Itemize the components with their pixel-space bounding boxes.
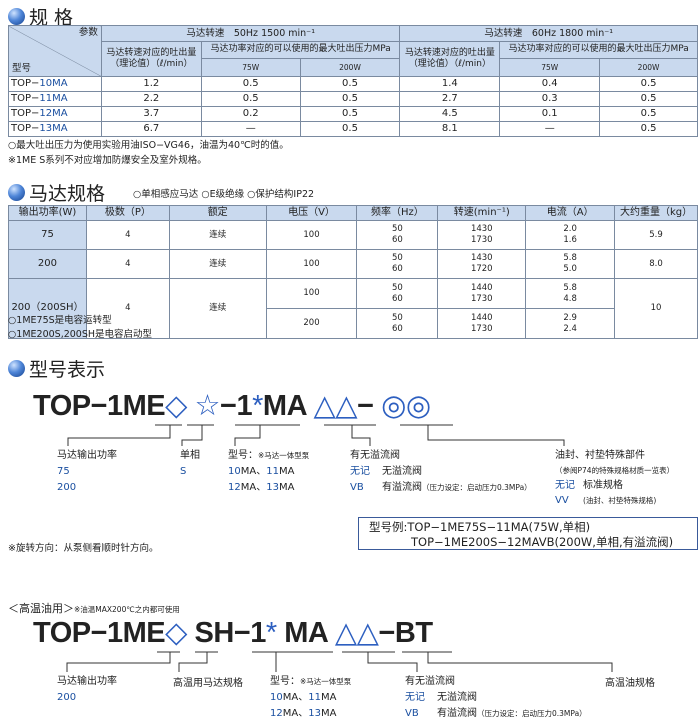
model-label: 型号：※马达一体型泵 10MA、11MA 12MA、13MA [228,450,310,493]
motor-table: 输出功率(W) 极数（P） 额定 电压（V） 频率（Hz） 转速(min⁻¹) 电流（A）大… [8,205,698,339]
motor-heading: 马达规格 ○单相感应马达 ○E级绝缘 ○保护结构IP22 [8,179,314,206]
hot-valve-label: 有无溢流阀 无记 无溢流阀 VB 有溢流阀（压力设定：启动压力0.3MPa） [405,676,587,719]
model-example-box: 型号例:TOP−1ME75S−11MA(75W,单相) TOP−1ME200S−1… [358,517,698,550]
motor-note-2: ○1ME200S,200SH是电容启动型 [8,329,153,340]
spec-table: 参数 型号 马达转速 50Hz 1500 min⁻¹ 马达转速 60Hz 1800 m… [8,25,698,137]
hot-model-label: 型号：※马达一体型泵 10MA、11MA 12MA、13MA [270,676,352,719]
phase-label: 单相 S [180,450,200,477]
table-row: TOP−10MA 1.2 0.5 0.5 1.4 0.4 0.5 [8,76,698,92]
column-header: 转速(min⁻¹) [437,205,527,221]
valve-label: 有无溢流阀 无记 无溢流阀 VB 有溢流阀（压力设定：启动压力0.3MPa） [350,450,532,493]
column-header: 大约重量（kg） [614,205,698,221]
column-header: 额定 [168,205,267,221]
hot-oil-spec-label: 高温油规格 [605,678,655,689]
column-header: 电压（V） [265,205,358,221]
table-row: TOP−13MA 6.7—0.5 8.1—0.5 [8,121,698,137]
spec-note-1: ○最大吐出压力为使用实验用油ISO−VG46，油温为40℃时的值。 [8,140,289,151]
model-code-2: TOP−1ME◇ SH−1* MA △△−BT [33,617,433,649]
spec-heading: 规 格 [8,3,73,30]
rotation-note: ※旋转方向：从泵侧看顺时针方向。 [8,543,159,554]
column-header: 频率（Hz） [356,205,439,221]
hot-power-label: 马达输出功率 200 [57,676,117,703]
bullet-ball-icon [8,360,25,377]
spec-note-2: ※1ME S系列不对应增加防爆安全及室外规格。 [8,155,207,166]
bullet-ball-icon [8,184,25,201]
hot-motor-label: 高温用马达规格 [173,678,243,689]
seal-label: 油封、衬垫特殊部件 （参阅P74的特殊规格材质一览表） 无记 标准规格 VV (油封、衬垫… [555,450,675,506]
hot-oil-heading: ＜高温油用＞※油温MAX200℃之内都可使用 [8,602,180,615]
bullet-ball-icon [8,8,25,25]
code-heading: 型号表示 [8,355,105,382]
column-header: 输出功率(W) [8,205,87,221]
table-row: TOP−11MA 2.2 0.5 0.5 2.7 0.3 0.5 [8,91,698,107]
model-code-1: TOP−1ME◇ ☆−1*MA △△− ◎◎ [33,390,431,422]
motor-note-1: ○1ME75S是电容运转型 [8,315,112,326]
power-label: 马达输出功率 75 200 [57,450,117,493]
